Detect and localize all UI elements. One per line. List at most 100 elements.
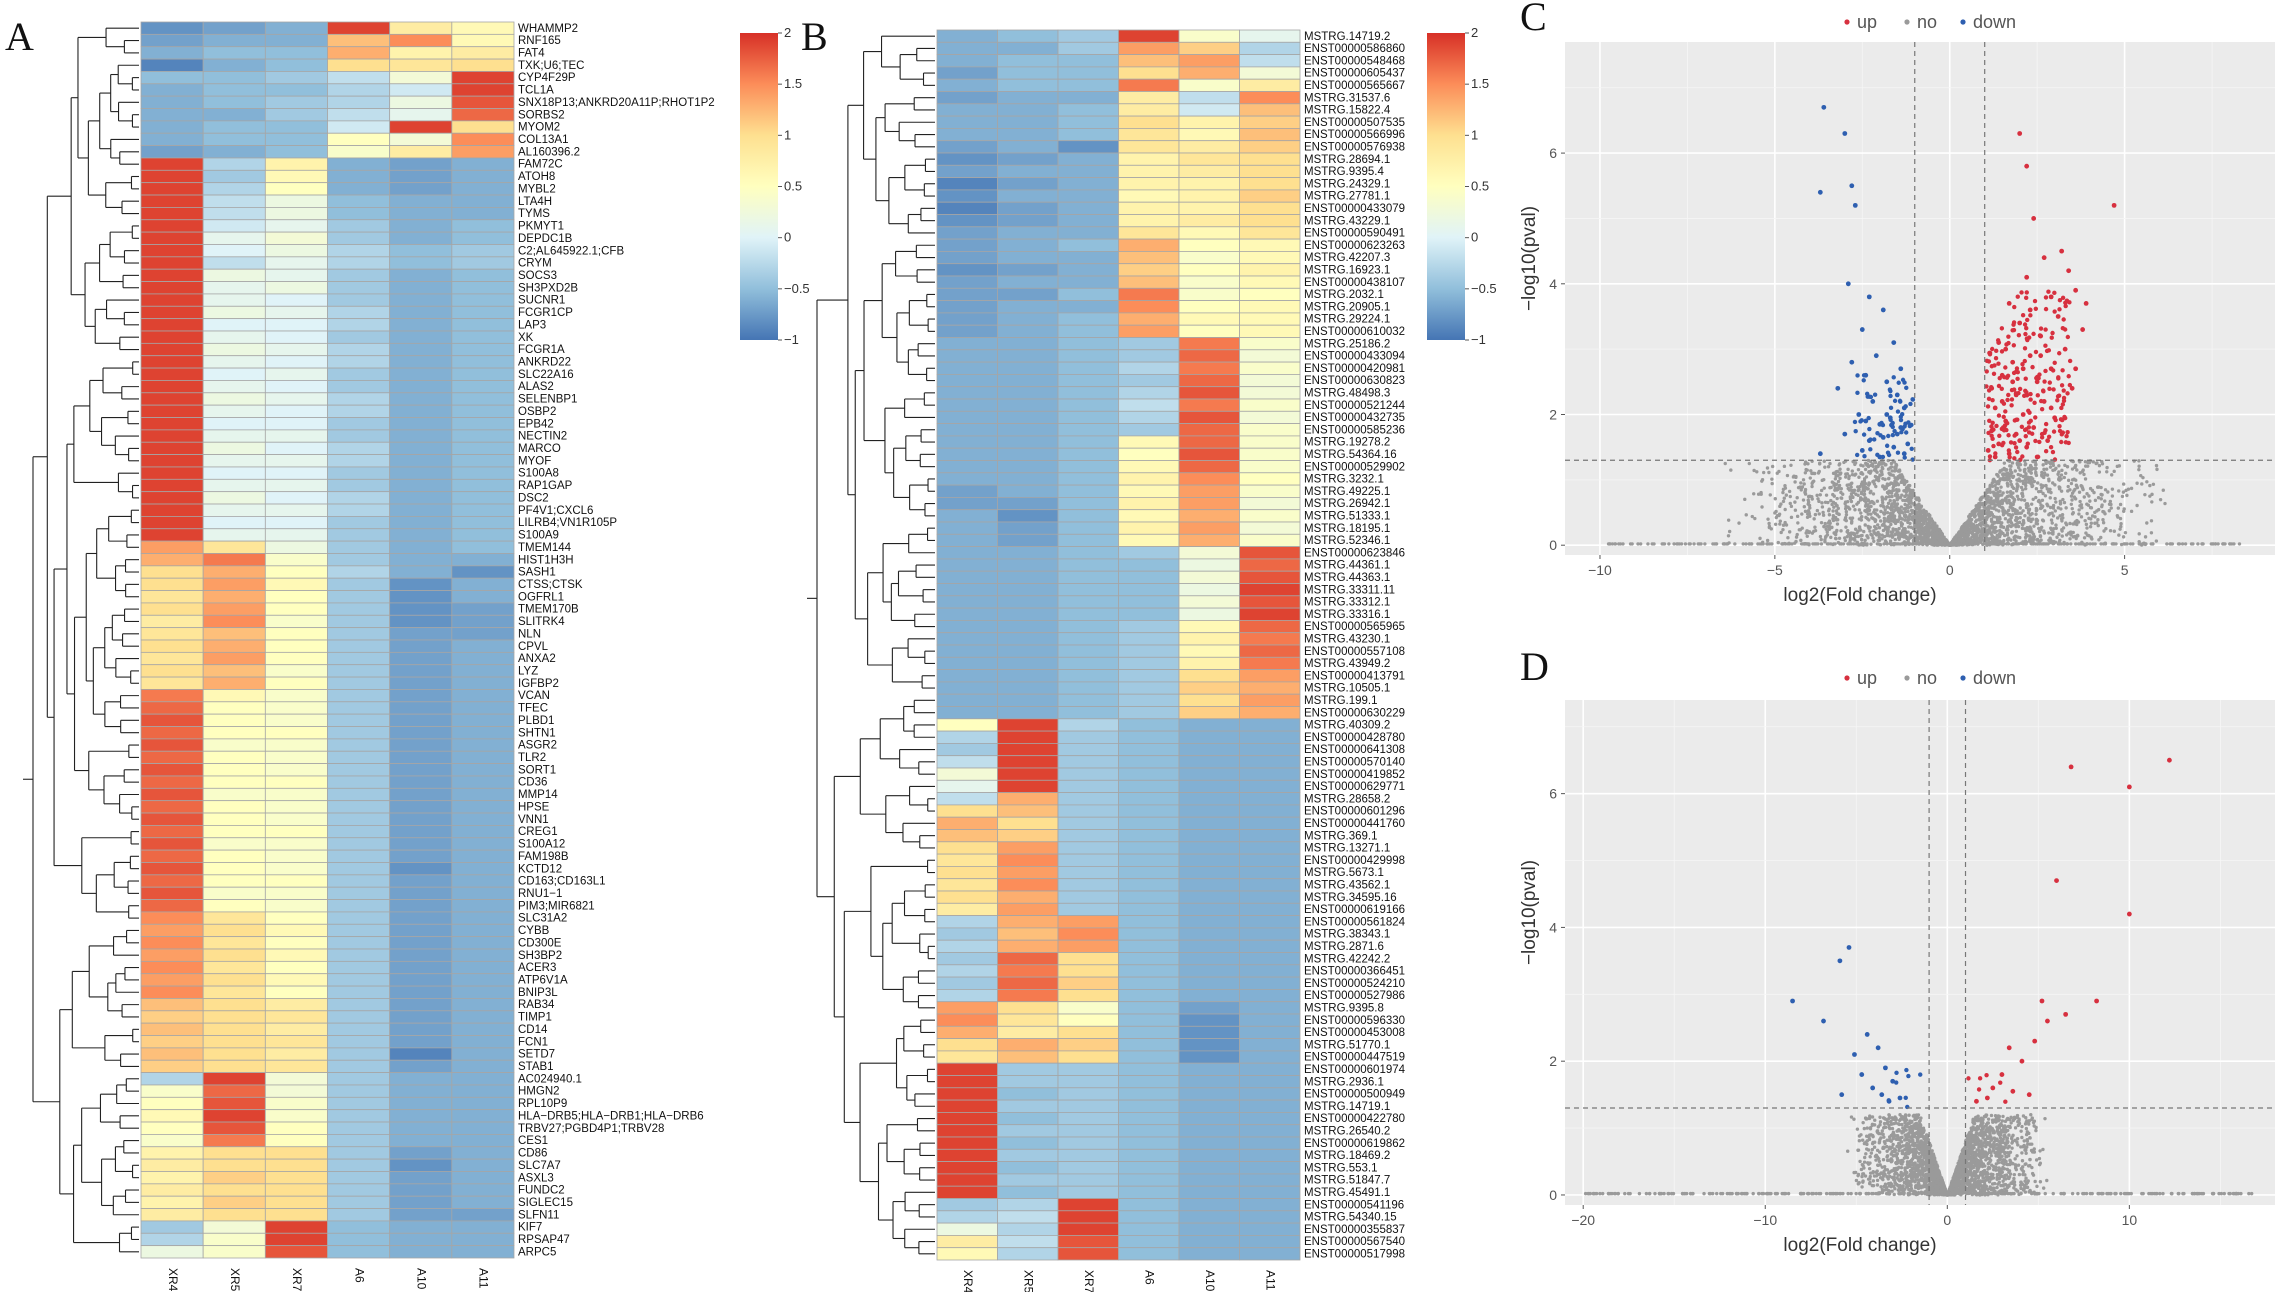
heatmap-cell xyxy=(264,1059,328,1073)
heatmap-cell xyxy=(327,404,391,418)
gene-label: MSTRG.33316.1 xyxy=(1304,609,1390,621)
point-up xyxy=(2025,317,2030,323)
heatmap-cell xyxy=(1239,103,1301,117)
heatmap-cell xyxy=(140,417,204,431)
point-no xyxy=(1884,495,1889,499)
point-no xyxy=(2029,502,2034,506)
heatmap-cell xyxy=(202,58,266,72)
heatmap-cell xyxy=(202,219,266,233)
heatmap-cell xyxy=(389,565,453,579)
heatmap-cell xyxy=(451,923,515,938)
gene-label: ASGR2 xyxy=(518,740,557,752)
heatmap-cell xyxy=(140,1208,204,1222)
heatmap-cell xyxy=(389,787,453,802)
heatmap-cell xyxy=(451,936,515,950)
heatmap-cell xyxy=(327,516,391,530)
point-no xyxy=(1952,542,1956,546)
point-no xyxy=(2015,494,2020,498)
heatmap-cell xyxy=(140,726,204,740)
point-no xyxy=(1823,500,1828,504)
heatmap-cell xyxy=(389,95,453,109)
heatmap-cell xyxy=(451,231,515,245)
heatmap-cell xyxy=(1118,312,1180,326)
point-down xyxy=(1867,426,1872,432)
heatmap-cell xyxy=(1057,78,1119,92)
heatmap-cell xyxy=(451,169,515,184)
heatmap-cell xyxy=(1239,177,1301,191)
point-no xyxy=(2073,465,2077,470)
gene-label: MSTRG.28658.2 xyxy=(1304,793,1390,805)
heatmap-cell xyxy=(1118,300,1180,314)
heatmap-cell xyxy=(264,1158,328,1172)
point-no xyxy=(2090,514,2095,518)
point-no xyxy=(2024,503,2028,507)
heatmap-cell xyxy=(1118,681,1180,695)
heatmap-cell xyxy=(936,533,998,547)
point-no xyxy=(1919,511,1923,516)
point-down xyxy=(1866,415,1871,421)
heatmap-cell xyxy=(1239,1038,1301,1052)
point-no xyxy=(2056,506,2061,510)
heatmap-cell xyxy=(997,558,1059,572)
heatmap-cell xyxy=(1178,349,1240,363)
heatmap-cell xyxy=(264,577,328,591)
point-no xyxy=(2057,470,2061,474)
heatmap-cell xyxy=(997,484,1059,498)
heatmap-cell xyxy=(389,46,453,60)
heatmap-cell xyxy=(1178,1222,1240,1236)
heatmap-cell xyxy=(1239,127,1301,142)
heatmap-cell xyxy=(451,763,515,777)
sample-label: XR4 xyxy=(166,1268,180,1292)
point-no xyxy=(2022,468,2027,472)
point-down xyxy=(1855,390,1860,396)
heatmap-cell xyxy=(264,194,328,208)
heatmap-cell xyxy=(202,355,266,369)
heatmap-cell xyxy=(389,330,453,344)
point-no xyxy=(1861,542,1866,546)
heatmap-cell xyxy=(1118,1124,1180,1138)
point-no xyxy=(1996,503,2000,507)
heatmap-cell xyxy=(451,219,515,233)
gene-label: MSTRG.20905.1 xyxy=(1304,301,1390,313)
point-up xyxy=(2010,379,2016,385)
heatmap-cell xyxy=(997,644,1059,658)
heatmap-cell xyxy=(451,342,515,357)
heatmap-cell xyxy=(1057,1161,1119,1175)
heatmap-cell xyxy=(264,33,328,48)
point-no xyxy=(1879,503,1883,508)
point-no xyxy=(1789,463,1793,467)
heatmap-cell xyxy=(140,268,204,282)
gene-label: PLBD1 xyxy=(518,715,554,727)
gene-label: SELENBP1 xyxy=(518,394,577,406)
point-no xyxy=(2028,537,2032,541)
heatmap-cell xyxy=(389,466,453,480)
point-up xyxy=(1996,361,2001,366)
point-no xyxy=(1800,526,1804,530)
heatmap-cell xyxy=(140,293,204,307)
point-no xyxy=(1833,486,1838,490)
gene-label: MSTRG.553.1 xyxy=(1304,1162,1378,1174)
heatmap-cell xyxy=(936,595,998,609)
point-no xyxy=(1988,483,1993,488)
heatmap-cell xyxy=(1057,866,1119,880)
legend-tick: 1.5 xyxy=(784,76,802,91)
point-no xyxy=(1922,537,1927,542)
point-up xyxy=(2053,417,2058,423)
heatmap-cell xyxy=(1057,201,1119,215)
point-no xyxy=(2011,506,2015,511)
point-down xyxy=(1891,444,1897,450)
heatmap-cell xyxy=(936,939,998,953)
heatmap-cell xyxy=(140,380,204,394)
point-no xyxy=(2008,479,2013,484)
point-no xyxy=(1961,539,1966,543)
heatmap-cell xyxy=(140,1171,204,1185)
heatmap-cell xyxy=(1239,558,1301,572)
point-up xyxy=(2020,412,2026,417)
point-no xyxy=(2006,508,2011,513)
point-no xyxy=(1833,477,1838,481)
point-no xyxy=(1898,475,1902,480)
point-up xyxy=(2043,306,2049,312)
heatmap-cell xyxy=(264,763,328,777)
point-no xyxy=(1904,493,1909,497)
heatmap-cell xyxy=(936,127,998,142)
